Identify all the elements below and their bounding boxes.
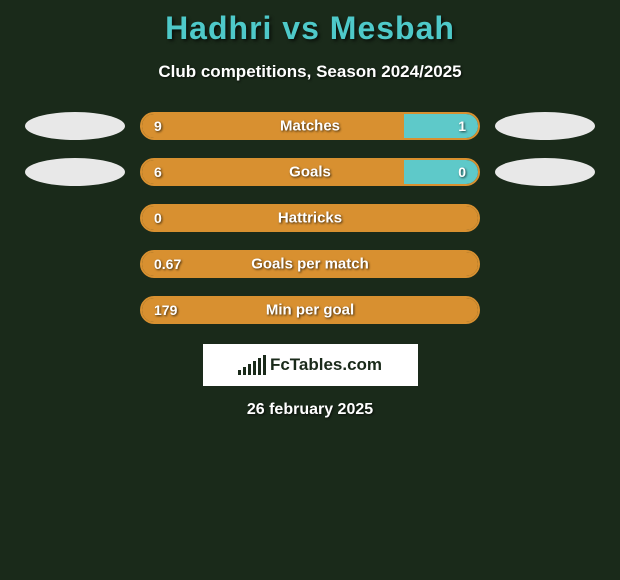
stat-label: Matches (280, 118, 340, 135)
logo-bar-segment (258, 358, 261, 375)
stat-left-value: 0 (154, 210, 162, 226)
player-left-ellipse (25, 112, 125, 140)
stat-left-value: 9 (154, 118, 162, 134)
logo-chart-icon (238, 355, 266, 375)
bar-left-segment: 9 (142, 114, 404, 138)
page-subtitle: Club competitions, Season 2024/2025 (0, 62, 620, 82)
stat-label: Goals per match (251, 256, 369, 273)
stat-row: 179 Min per goal (0, 296, 620, 324)
logo-bar-segment (248, 364, 251, 375)
stat-bar: 0.67 Goals per match (140, 250, 480, 278)
stat-label: Min per goal (266, 302, 354, 319)
stat-bar: 9 1 Matches (140, 112, 480, 140)
main-container: Hadhri vs Mesbah Club competitions, Seas… (0, 0, 620, 419)
stat-row: 0.67 Goals per match (0, 250, 620, 278)
stat-bar: 6 0 Goals (140, 158, 480, 186)
logo-bar-segment (263, 355, 266, 375)
logo-content: FcTables.com (238, 355, 382, 375)
bar-right-segment: 0 (404, 160, 478, 184)
stat-row: 6 0 Goals (0, 158, 620, 186)
bar-left-segment: 6 (142, 160, 404, 184)
logo-box: FcTables.com (203, 344, 418, 386)
logo-bar-segment (253, 361, 256, 375)
player-right-ellipse (495, 112, 595, 140)
stat-row: 0 Hattricks (0, 204, 620, 232)
stat-label: Hattricks (278, 210, 342, 227)
stat-bar: 0 Hattricks (140, 204, 480, 232)
stat-left-value: 6 (154, 164, 162, 180)
stats-area: 9 1 Matches 6 0 Goals 0 Hattricks 0.67 Goals per … (0, 112, 620, 324)
stat-row: 9 1 Matches (0, 112, 620, 140)
logo-bar-segment (243, 367, 246, 375)
date-label: 26 february 2025 (0, 401, 620, 419)
stat-right-value: 0 (458, 164, 466, 180)
player-left-ellipse (25, 158, 125, 186)
bar-right-segment: 1 (404, 114, 478, 138)
stat-bar: 179 Min per goal (140, 296, 480, 324)
stat-left-value: 179 (154, 302, 177, 318)
player-right-ellipse (495, 158, 595, 186)
logo-text: FcTables.com (270, 355, 382, 375)
stat-right-value: 1 (458, 118, 466, 134)
logo-bar-segment (238, 370, 241, 375)
stat-left-value: 0.67 (154, 256, 181, 272)
page-title: Hadhri vs Mesbah (0, 10, 620, 47)
stat-label: Goals (289, 164, 331, 181)
